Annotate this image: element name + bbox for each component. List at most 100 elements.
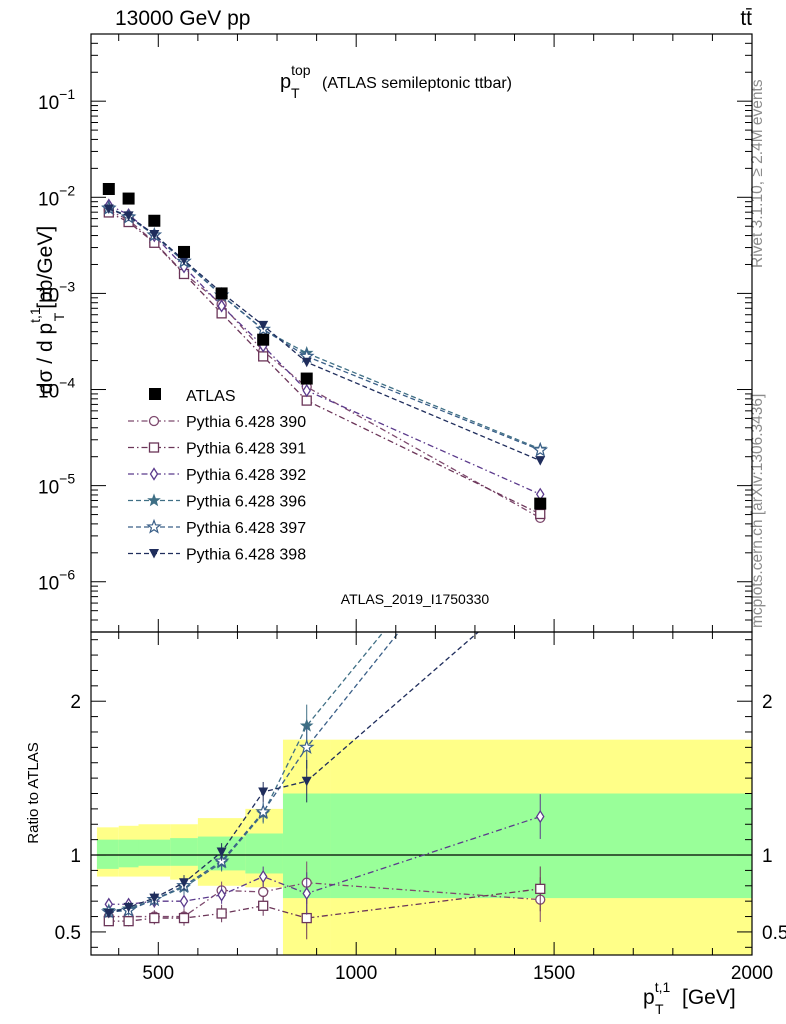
main-y-tick-label-0: 10−6 bbox=[38, 567, 75, 595]
legend-marker-0 bbox=[148, 415, 160, 427]
series-5-ratio-point-7 bbox=[535, 574, 545, 584]
ratio-y-tick-label-right-1: 1 bbox=[762, 846, 773, 867]
series-5-main-point-7 bbox=[535, 456, 546, 466]
ratio-plot-series bbox=[100, 574, 546, 940]
series-1-ratio-point-4 bbox=[216, 908, 227, 919]
series-5-ratio-point-2 bbox=[149, 893, 160, 904]
main-y-tick-label-4: 10−2 bbox=[38, 182, 75, 210]
legend-label-1: Pythia 6.428 391 bbox=[186, 441, 306, 458]
series-0-ratio-line bbox=[108, 882, 541, 918]
atlas-point-2 bbox=[148, 214, 161, 227]
series-4-ratio-point-6 bbox=[298, 739, 315, 755]
x-axis-label-rest: [GeV] bbox=[682, 986, 736, 1009]
series-0-ratio-point-5 bbox=[258, 886, 269, 898]
ratio-y-tick-label-right-2: 2 bbox=[762, 692, 773, 713]
series-5-main-point-1 bbox=[123, 211, 134, 221]
main-plot-series bbox=[100, 198, 549, 524]
legend-item-1: Pythia 6.428 391 bbox=[128, 441, 306, 458]
ratio-uncertainty-bands bbox=[96, 739, 752, 955]
band-inner-0 bbox=[96, 839, 119, 869]
legend-item-0: Pythia 6.428 390 bbox=[128, 414, 306, 431]
legend-atlas-label: ATLAS bbox=[186, 388, 236, 405]
series-2-main-point-6 bbox=[302, 383, 311, 398]
series-5-ratio-point-1 bbox=[123, 902, 134, 913]
band-inner-7 bbox=[330, 793, 752, 899]
atlas-point-6 bbox=[300, 372, 313, 385]
series-1-ratio-point-7 bbox=[535, 883, 546, 895]
series-5-main-point-2 bbox=[149, 229, 160, 240]
series-5-main-point-5 bbox=[258, 320, 269, 331]
main-plot-frame bbox=[90, 33, 753, 633]
legend-label-0: Pythia 6.428 390 bbox=[186, 414, 306, 431]
series-1-ratio-line bbox=[108, 888, 541, 922]
ratio-y-tick-label-right-0: 0.5 bbox=[762, 923, 786, 944]
legend-item-2: Pythia 6.428 392 bbox=[128, 467, 306, 484]
series-1-main-point-5 bbox=[258, 351, 269, 362]
series-2-main-point-4 bbox=[217, 299, 226, 313]
series-1-ratio-point-6 bbox=[301, 912, 312, 924]
x-tick-label-2: 1500 bbox=[533, 963, 575, 984]
series-5-main-line bbox=[108, 208, 541, 462]
legend-item-4: Pythia 6.428 397 bbox=[128, 518, 306, 537]
series-1-ratio-point-5 bbox=[258, 900, 269, 911]
series-5-ratio-point-0 bbox=[103, 908, 114, 919]
ratio-y-tick-label-left-2: 2 bbox=[70, 692, 81, 713]
ratio-y-tick-label-left-1: 1 bbox=[70, 846, 81, 867]
atlas-point-0 bbox=[102, 182, 115, 195]
band-inner-2 bbox=[138, 839, 171, 866]
series-5-main-point-0 bbox=[103, 204, 114, 214]
x-axis-label-sub: T bbox=[655, 1001, 664, 1017]
plot-title-rest: (ATLAS semileptonic ttbar) bbox=[322, 75, 512, 92]
main-y-tick-exponent-4: −2 bbox=[59, 182, 75, 198]
series-4-ratio-point-5 bbox=[255, 803, 272, 819]
mcplots-reference-note: mcplots.cern.ch [arXiv:1306.3436] bbox=[749, 394, 766, 628]
legend-marker-4 bbox=[146, 518, 162, 534]
legend-label-5: Pythia 6.428 398 bbox=[186, 547, 306, 564]
band-inner-1 bbox=[118, 839, 139, 868]
series-3-main-line bbox=[108, 207, 541, 450]
main-y-axis-label-sub: T bbox=[51, 312, 67, 321]
legend-marker-2 bbox=[149, 467, 159, 481]
main-y-axis-label-pre: dσ / d p bbox=[34, 323, 57, 394]
header-left-label: 13000 GeV pp bbox=[115, 7, 250, 30]
rivet-version-note: Rivet 3.1.10, ≥ 2.4M events bbox=[749, 79, 766, 268]
main-y-tick-exponent-5: −1 bbox=[59, 86, 75, 102]
series-4-main-line bbox=[108, 207, 541, 451]
main-y-tick-label-5: 10−1 bbox=[38, 86, 75, 114]
band-inner-3 bbox=[170, 838, 198, 866]
series-2-ratio-point-6 bbox=[302, 886, 311, 901]
legend-item-3: Pythia 6.428 396 bbox=[128, 493, 306, 511]
series-1-ratio-point-3 bbox=[178, 912, 190, 924]
series-2-ratio-point-5 bbox=[258, 869, 268, 884]
legend-label-3: Pythia 6.428 396 bbox=[186, 494, 306, 511]
legend-label-2: Pythia 6.428 392 bbox=[186, 467, 306, 484]
x-axis-label-main: p bbox=[643, 986, 655, 1009]
legend-marker-1 bbox=[148, 442, 160, 453]
header-right-label: tt̄ bbox=[740, 7, 752, 30]
main-y-axis-label-rest: [pb/GeV] bbox=[34, 226, 57, 309]
band-inner-5 bbox=[245, 833, 283, 874]
x-tick-label-1: 1000 bbox=[335, 963, 377, 984]
atlas-point-7 bbox=[534, 497, 547, 510]
x-tick-label-0: 500 bbox=[142, 963, 174, 984]
main-y-tick-exponent-3: −3 bbox=[59, 278, 75, 294]
x-tick-label-3: 2000 bbox=[731, 963, 773, 984]
series-2-ratio-point-3 bbox=[179, 894, 189, 908]
series-1-ratio-point-1 bbox=[123, 916, 134, 927]
legend-atlas-marker bbox=[149, 388, 161, 400]
plot-title-main: p bbox=[280, 71, 291, 93]
legend-marker-5 bbox=[149, 549, 159, 559]
plot-title-sup: top bbox=[291, 62, 311, 78]
series-2-main-line bbox=[108, 204, 541, 495]
main-y-tick-exponent-2: −4 bbox=[59, 375, 75, 391]
ratio-y-tick-label-left-0: 0.5 bbox=[55, 923, 81, 944]
series-5-ratio-point-5 bbox=[258, 787, 269, 797]
legend-item-5: Pythia 6.428 398 bbox=[128, 547, 306, 564]
main-y-tick-exponent-0: −6 bbox=[59, 567, 75, 583]
atlas-data-points bbox=[102, 182, 547, 510]
atlas-point-1 bbox=[122, 192, 135, 205]
series-5-ratio-point-6 bbox=[301, 776, 312, 787]
series-1-ratio-point-2 bbox=[149, 912, 160, 924]
atlas-point-4 bbox=[215, 287, 228, 300]
